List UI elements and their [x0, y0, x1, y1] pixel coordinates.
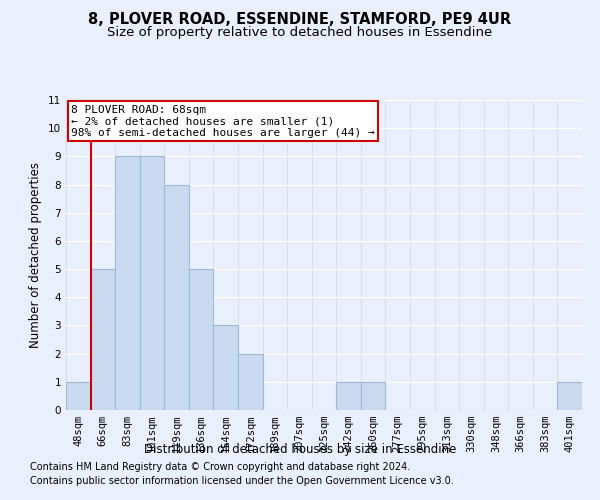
Bar — [91, 269, 115, 410]
Text: Distribution of detached houses by size in Essendine: Distribution of detached houses by size … — [144, 442, 456, 456]
Y-axis label: Number of detached properties: Number of detached properties — [29, 162, 43, 348]
Bar — [164, 184, 189, 410]
Text: 8, PLOVER ROAD, ESSENDINE, STAMFORD, PE9 4UR: 8, PLOVER ROAD, ESSENDINE, STAMFORD, PE9… — [88, 12, 512, 28]
Text: 8 PLOVER ROAD: 68sqm
← 2% of detached houses are smaller (1)
98% of semi-detache: 8 PLOVER ROAD: 68sqm ← 2% of detached ho… — [71, 104, 375, 138]
Bar — [66, 382, 91, 410]
Bar — [361, 382, 385, 410]
Bar — [189, 269, 214, 410]
Bar — [336, 382, 361, 410]
Text: Size of property relative to detached houses in Essendine: Size of property relative to detached ho… — [107, 26, 493, 39]
Bar — [238, 354, 263, 410]
Bar — [214, 326, 238, 410]
Text: Contains public sector information licensed under the Open Government Licence v3: Contains public sector information licen… — [30, 476, 454, 486]
Bar — [140, 156, 164, 410]
Bar — [115, 156, 140, 410]
Bar — [557, 382, 582, 410]
Text: Contains HM Land Registry data © Crown copyright and database right 2024.: Contains HM Land Registry data © Crown c… — [30, 462, 410, 472]
